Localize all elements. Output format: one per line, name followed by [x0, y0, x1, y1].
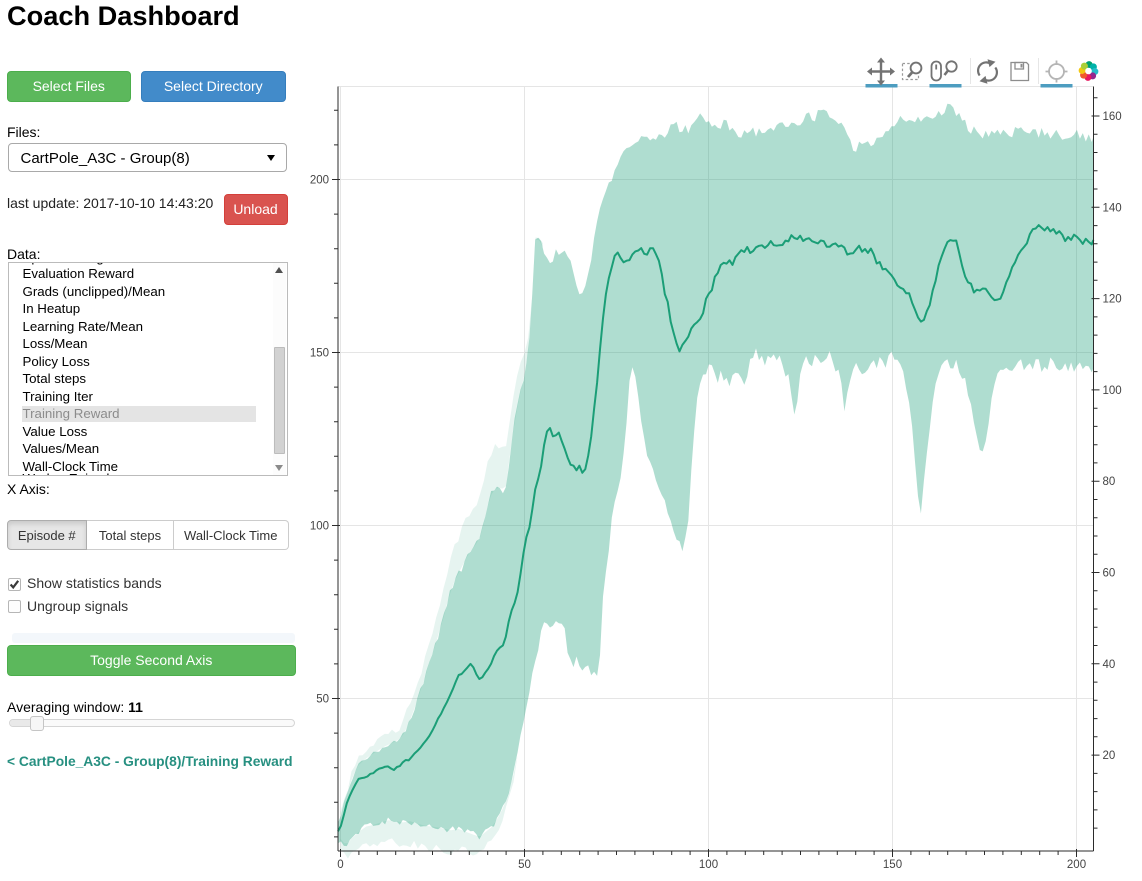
svg-text:60: 60 — [1103, 568, 1116, 580]
svg-text:20: 20 — [1103, 750, 1116, 762]
svg-text:50: 50 — [518, 859, 531, 871]
svg-text:50: 50 — [316, 694, 329, 706]
svg-text:200: 200 — [310, 175, 329, 187]
svg-text:100: 100 — [699, 859, 718, 871]
svg-text:150: 150 — [883, 859, 902, 871]
svg-text:140: 140 — [1103, 202, 1122, 214]
svg-text:200: 200 — [1067, 859, 1086, 871]
svg-text:160: 160 — [1103, 111, 1122, 123]
svg-text:120: 120 — [1103, 294, 1122, 306]
svg-text:40: 40 — [1103, 659, 1116, 671]
svg-text:100: 100 — [310, 521, 329, 533]
svg-text:100: 100 — [1103, 385, 1122, 397]
svg-text:150: 150 — [310, 348, 329, 360]
svg-text:80: 80 — [1103, 476, 1116, 488]
svg-text:0: 0 — [337, 859, 343, 871]
